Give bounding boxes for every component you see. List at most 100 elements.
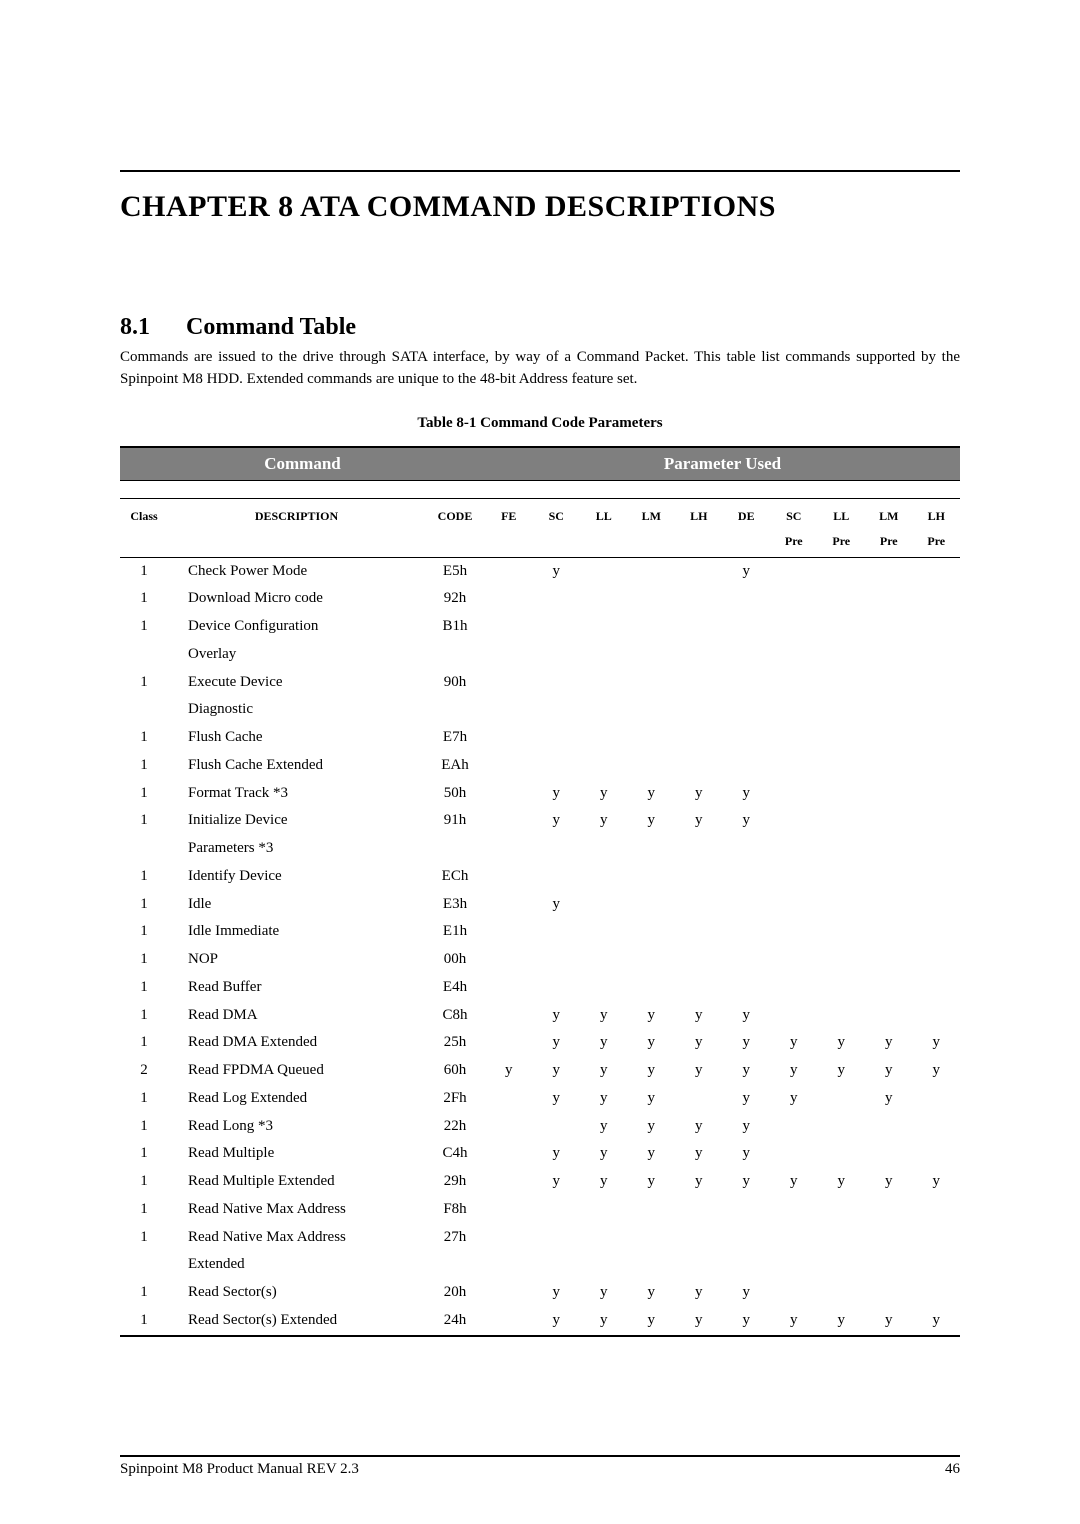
cell-code: 60h	[425, 1057, 485, 1085]
cell-param	[628, 696, 676, 724]
cell-param	[485, 585, 533, 613]
cell-param	[675, 974, 723, 1002]
table-row: 1Read Multiple Extended29hyyyyyyyyy	[120, 1168, 960, 1196]
table-row: 1Read Log Extended2Fhyyyyyy	[120, 1085, 960, 1113]
table-row: 1Flush CacheE7h	[120, 724, 960, 752]
cell-param	[675, 724, 723, 752]
cell-code: 90h	[425, 669, 485, 697]
cell-code: 92h	[425, 585, 485, 613]
cell-param: y	[723, 807, 771, 835]
pre-lh: Pre	[913, 532, 961, 558]
cell-param	[675, 1251, 723, 1279]
cell-description: NOP	[168, 946, 425, 974]
cell-param: y	[675, 1029, 723, 1057]
cell-param	[865, 863, 913, 891]
cell-param: y	[675, 1168, 723, 1196]
cell-code: E1h	[425, 918, 485, 946]
cell-param	[723, 974, 771, 1002]
cell-class: 1	[120, 1279, 168, 1307]
cell-param	[818, 1196, 866, 1224]
footer-left: Spinpoint M8 Product Manual REV 2.3	[120, 1461, 359, 1478]
cell-param	[913, 1196, 961, 1224]
cell-param	[770, 613, 818, 641]
cell-param	[818, 863, 866, 891]
cell-class	[120, 1251, 168, 1279]
cell-param	[628, 1224, 676, 1252]
cell-description: Read Long *3	[168, 1113, 425, 1141]
cell-param: y	[675, 1002, 723, 1030]
cell-param: y	[723, 1057, 771, 1085]
cell-param	[818, 974, 866, 1002]
cell-code: EAh	[425, 752, 485, 780]
cell-param: y	[675, 780, 723, 808]
cell-param	[675, 835, 723, 863]
cell-description: Idle Immediate	[168, 918, 425, 946]
cell-param	[770, 585, 818, 613]
table-row: 1Device ConfigurationB1h	[120, 613, 960, 641]
page: CHAPTER 8 ATA COMMAND DESCRIPTIONS 8.1 C…	[0, 0, 1080, 1524]
cell-param	[628, 752, 676, 780]
cell-param	[485, 1085, 533, 1113]
cell-param	[533, 696, 581, 724]
col-lm: LM	[628, 498, 676, 532]
cell-param: y	[533, 1085, 581, 1113]
cell-param: y	[913, 1168, 961, 1196]
cell-param: y	[580, 1029, 628, 1057]
cell-param	[865, 1113, 913, 1141]
cell-param	[865, 724, 913, 752]
cell-param	[818, 780, 866, 808]
table-row: 1Read Sector(s) Extended24hyyyyyyyyy	[120, 1307, 960, 1336]
table-row: 2Read FPDMA Queued60hyyyyyyyyyy	[120, 1057, 960, 1085]
table-row: 1Format Track *350hyyyyy	[120, 780, 960, 808]
cell-param	[865, 669, 913, 697]
cell-description: Parameters *3	[168, 835, 425, 863]
cell-description: Initialize Device	[168, 807, 425, 835]
pre-sc: Pre	[770, 532, 818, 558]
cell-param: y	[580, 1140, 628, 1168]
cell-param	[628, 863, 676, 891]
cell-class: 1	[120, 807, 168, 835]
cell-code: ECh	[425, 863, 485, 891]
cell-param	[770, 641, 818, 669]
cell-code: C8h	[425, 1002, 485, 1030]
cell-param	[865, 780, 913, 808]
table-row: 1Read Native Max AddressF8h	[120, 1196, 960, 1224]
cell-param	[485, 557, 533, 585]
cell-param: y	[723, 1140, 771, 1168]
cell-param: y	[580, 1168, 628, 1196]
cell-param	[865, 1196, 913, 1224]
cell-class: 1	[120, 780, 168, 808]
cell-param: y	[533, 1057, 581, 1085]
cell-param: y	[723, 1279, 771, 1307]
cell-param	[865, 641, 913, 669]
pre-ll: Pre	[818, 532, 866, 558]
cell-class: 1	[120, 669, 168, 697]
cell-param: y	[865, 1307, 913, 1336]
cell-param: y	[723, 1168, 771, 1196]
cell-param	[818, 1002, 866, 1030]
cell-code: 2Fh	[425, 1085, 485, 1113]
cell-param	[818, 724, 866, 752]
cell-param	[818, 1085, 866, 1113]
cell-param	[533, 1196, 581, 1224]
cell-class	[120, 641, 168, 669]
cell-param	[628, 724, 676, 752]
cell-param	[580, 724, 628, 752]
cell-param	[533, 835, 581, 863]
cell-description: Download Micro code	[168, 585, 425, 613]
cell-param	[675, 891, 723, 919]
cell-code: F8h	[425, 1196, 485, 1224]
cell-param: y	[913, 1307, 961, 1336]
cell-param: y	[723, 1307, 771, 1336]
cell-param	[913, 752, 961, 780]
cell-param	[770, 918, 818, 946]
cell-param	[723, 1251, 771, 1279]
cell-param: y	[723, 1029, 771, 1057]
table-row: 1Read DMAC8hyyyyy	[120, 1002, 960, 1030]
cell-param	[723, 641, 771, 669]
cell-param	[675, 585, 723, 613]
cell-param	[770, 557, 818, 585]
cell-param	[485, 1002, 533, 1030]
cell-class: 1	[120, 613, 168, 641]
cell-param	[628, 641, 676, 669]
